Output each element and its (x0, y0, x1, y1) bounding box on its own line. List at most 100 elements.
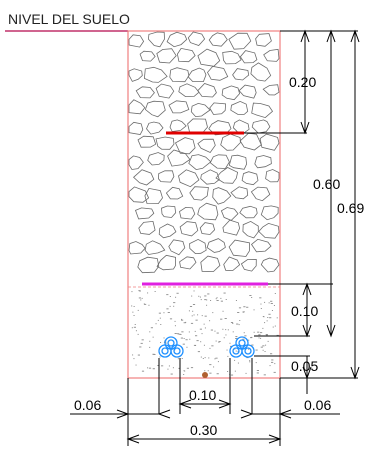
gravel-stone (128, 34, 145, 48)
sand-speck (181, 319, 184, 321)
gravel-stone (168, 239, 186, 256)
gravel-stone (190, 102, 211, 118)
gravel-stone (187, 67, 207, 82)
sand-speck (265, 334, 268, 335)
sand-speck (183, 338, 185, 339)
gravel-stone (239, 132, 262, 151)
sand-speck (268, 313, 271, 315)
sand-speck (191, 295, 193, 297)
sand-speck (218, 341, 220, 343)
sand-speck (211, 345, 214, 347)
sand-speck (169, 305, 171, 307)
gravel-stone (254, 155, 272, 169)
sand-speck (235, 338, 238, 339)
sand-speck (266, 334, 268, 336)
sand-speck (204, 357, 206, 359)
sand-speck (159, 317, 161, 319)
sand-speck (204, 315, 207, 317)
dim-mid-label: 0.60 (313, 176, 340, 192)
gravel-stone (156, 254, 177, 271)
gravel-stone (260, 257, 280, 273)
sand-speck (192, 304, 196, 305)
sand-speck (209, 372, 212, 374)
gravel-stone (197, 138, 216, 154)
gravel-stone (138, 220, 156, 235)
gravel-stone (260, 205, 279, 221)
dim-sand-layer (302, 282, 312, 338)
sand-speck (262, 316, 264, 317)
gravel-stone (137, 256, 160, 274)
sand-speck (204, 370, 206, 372)
sand-speck (264, 322, 266, 324)
gravel-stone (220, 207, 239, 221)
sand-speck (144, 303, 147, 305)
sand-speck (133, 306, 135, 307)
sand-speck (159, 356, 161, 358)
sand-speck (264, 301, 266, 303)
sand-speck (172, 367, 174, 369)
sand-speck (271, 359, 274, 361)
sand-speck (152, 336, 154, 338)
sand-speck (271, 361, 274, 363)
sand-speck (234, 348, 236, 350)
gravel-stone (199, 222, 216, 235)
gravel-stone (189, 238, 207, 255)
sand-speck (178, 367, 180, 369)
sand-speck (264, 351, 266, 352)
sand-speck (251, 297, 253, 298)
sand-speck (149, 346, 151, 348)
gravel-stone (128, 68, 143, 82)
sand-speck (210, 329, 213, 331)
sand-speck (147, 367, 149, 369)
sand-speck (271, 310, 273, 311)
gravel-stone (232, 68, 250, 81)
sand-speck (246, 306, 249, 308)
sand-speck (272, 326, 274, 328)
sand-speck (201, 333, 203, 335)
gravel-stone (169, 119, 187, 132)
gravel-stone (174, 137, 196, 155)
sand-speck (225, 299, 227, 300)
sand-speck (207, 370, 209, 372)
sand-layer (131, 290, 279, 376)
sand-speck (148, 367, 152, 369)
sand-speck (167, 312, 170, 313)
sand-speck (131, 327, 133, 329)
sand-speck (188, 331, 190, 333)
gravel-stone (209, 154, 230, 169)
sand-speck (273, 371, 276, 373)
dim-right-offset-label: 0.06 (304, 397, 331, 413)
sand-speck (141, 370, 145, 372)
sand-speck (218, 341, 221, 342)
sand-speck (181, 331, 184, 333)
gravel-stone (128, 99, 146, 115)
sand-speck (170, 373, 173, 375)
sand-speck (230, 374, 234, 376)
sand-speck (257, 331, 260, 333)
sand-speck (157, 365, 160, 366)
gravel-stone (222, 219, 241, 236)
conduit-bundle-right (229, 336, 255, 358)
gravel-stone (158, 223, 177, 239)
sand-speck (160, 324, 162, 325)
sand-speck (258, 334, 261, 336)
gravel-stone (147, 152, 165, 166)
sand-speck (195, 335, 198, 337)
sand-speck (223, 337, 225, 339)
sand-speck (263, 316, 265, 318)
sand-speck (234, 359, 236, 361)
sand-speck (258, 337, 260, 339)
sand-speck (204, 299, 207, 301)
sand-speck (270, 353, 273, 355)
gravel-stone (228, 32, 252, 50)
sand-speck (194, 330, 196, 332)
sand-speck (150, 327, 153, 329)
dim-width-label: 0.30 (190, 422, 217, 438)
sand-speck (222, 310, 224, 312)
sand-speck (249, 361, 251, 363)
gravel-stone (155, 83, 175, 99)
sand-speck (216, 373, 219, 375)
sand-speck (276, 334, 279, 336)
sand-speck (232, 323, 234, 324)
sand-speck (192, 310, 194, 312)
